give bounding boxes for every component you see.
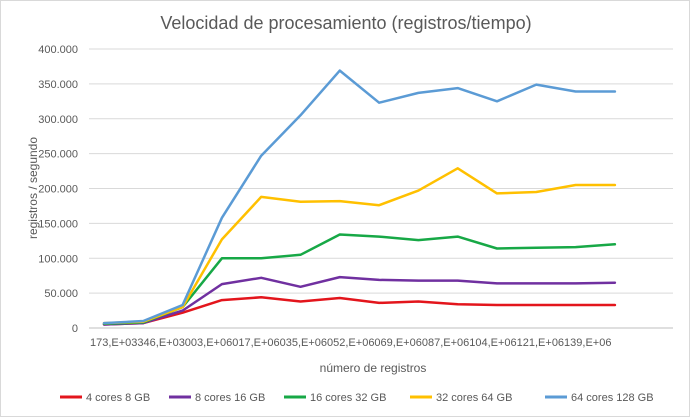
y-tick-label: 100.000 bbox=[38, 253, 78, 265]
chart-title: Velocidad de procesamiento (registros/ti… bbox=[160, 13, 531, 33]
legend-label: 32 cores 64 GB bbox=[436, 392, 512, 404]
y-tick-label: 400.000 bbox=[38, 44, 78, 56]
legend-label: 4 cores 8 GB bbox=[86, 392, 150, 404]
y-tick-label: 300.000 bbox=[38, 114, 78, 126]
x-axis-title: número de registros bbox=[320, 361, 427, 375]
y-axis-title: registros / segundo bbox=[26, 137, 40, 239]
legend-label: 64 cores 128 GB bbox=[571, 392, 654, 404]
y-tick-label: 200.000 bbox=[38, 184, 78, 196]
y-tick-label: 350.000 bbox=[38, 79, 78, 91]
series-line bbox=[102, 233, 617, 326]
legend-label: 16 cores 32 GB bbox=[310, 392, 386, 404]
series-line bbox=[102, 296, 617, 326]
series-line bbox=[102, 275, 617, 326]
legend: 4 cores 8 GB 8 cores 16 GB 16 cores 32 GB 3… bbox=[60, 392, 654, 404]
legend-item: 8 cores 16 GB bbox=[169, 392, 265, 404]
series-lines bbox=[102, 69, 617, 326]
series-line bbox=[102, 69, 617, 325]
y-axis-ticks: 0 50.000 100.000 150.000 200.000 250.000 300.0… bbox=[38, 44, 78, 335]
series-line bbox=[102, 167, 617, 325]
y-tick-label: 150.000 bbox=[38, 218, 78, 230]
y-tick-label: 250.000 bbox=[38, 149, 78, 161]
legend-label: 8 cores 16 GB bbox=[195, 392, 265, 404]
y-tick-label: 50.000 bbox=[44, 288, 78, 300]
legend-item: 16 cores 32 GB bbox=[284, 392, 386, 404]
y-tick-label: 0 bbox=[72, 323, 78, 335]
legend-item: 4 cores 8 GB bbox=[60, 392, 150, 404]
x-axis-tick-labels: 173,E+03346,E+03003,E+06017,E+06035,E+06… bbox=[90, 337, 611, 349]
legend-item: 64 cores 128 GB bbox=[545, 392, 654, 404]
legend-item: 32 cores 64 GB bbox=[410, 392, 512, 404]
gridlines bbox=[89, 48, 673, 329]
